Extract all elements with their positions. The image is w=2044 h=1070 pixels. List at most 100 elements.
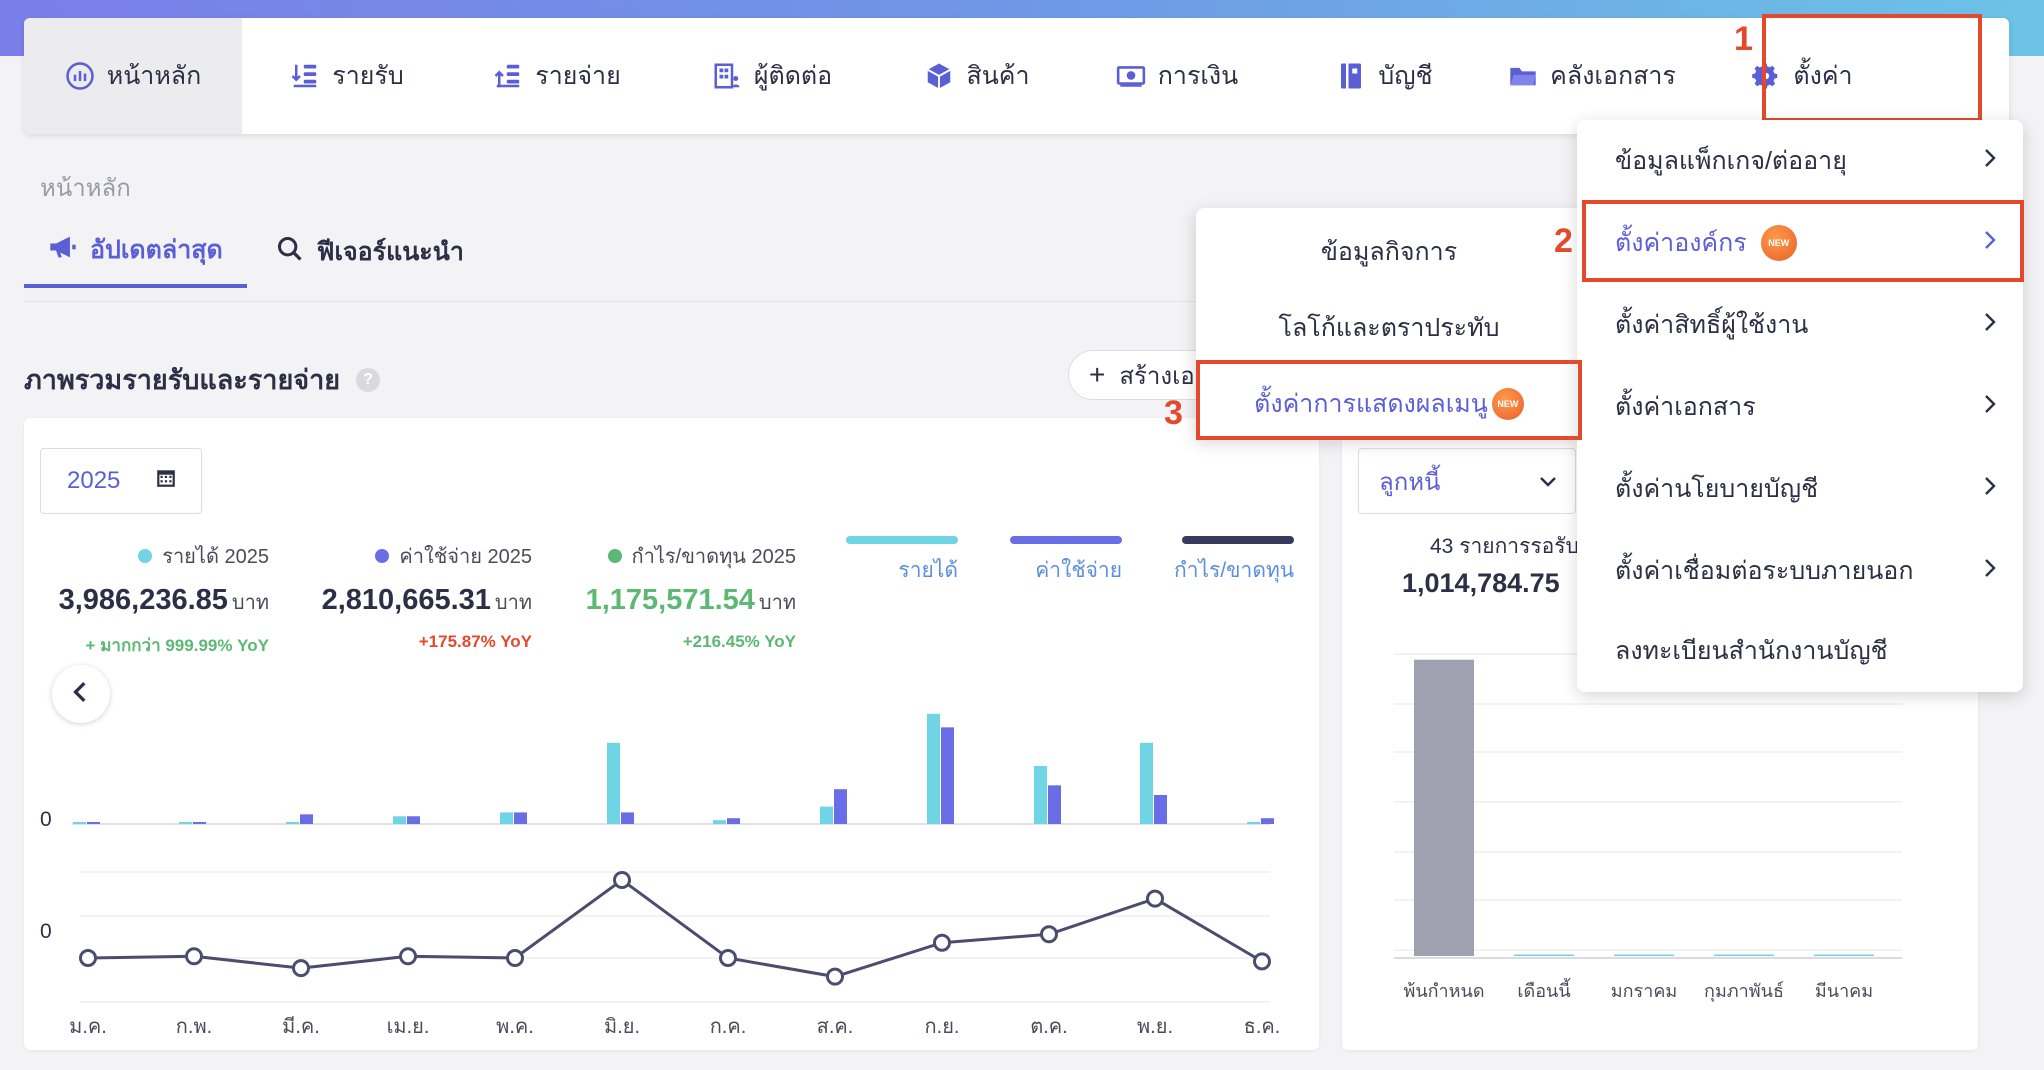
help-icon[interactable]: ? <box>356 367 381 392</box>
expense-bar[interactable] <box>621 812 634 824</box>
profit-point[interactable] <box>826 967 844 986</box>
receivable-bar[interactable] <box>1414 659 1474 956</box>
legend-profit-swatch <box>1182 536 1295 544</box>
month-label: ธ.ค. <box>1243 1016 1281 1038</box>
expense-bar[interactable] <box>87 822 100 824</box>
nav-finance-label: การเงิน <box>1157 62 1239 90</box>
expense-bar[interactable] <box>1261 818 1274 824</box>
nav-settings-label: ตั้งค่า <box>1793 62 1853 90</box>
expense-bar[interactable] <box>514 812 527 824</box>
income-bar[interactable] <box>1034 766 1047 824</box>
legend-income[interactable]: รายได้ <box>846 536 958 587</box>
year-picker[interactable]: 2025 <box>40 448 202 514</box>
profit-point[interactable] <box>933 933 951 952</box>
expense-bar[interactable] <box>193 822 206 824</box>
tab-latest-updates[interactable]: อัปเดตล่าสุด <box>24 230 247 288</box>
receivable-amount: 1,014,784.75 <box>1402 568 1560 598</box>
receivable-count: 43 รายการรอรับ <box>1430 535 1579 558</box>
step-number-2: 2 <box>1554 222 1573 260</box>
expense-bar[interactable] <box>407 816 420 824</box>
chevron-right-icon <box>1983 229 1997 258</box>
income-bar[interactable] <box>1247 822 1260 824</box>
nav-contacts[interactable]: ผู้ติดต่อ <box>662 18 882 134</box>
section-title-text: ภาพรวมรายรับและรายจ่าย <box>24 365 341 395</box>
income-bar[interactable] <box>1140 742 1153 824</box>
submenu-menu-display[interactable]: ตั้งค่าการแสดงผลเมนู NEW <box>1196 366 1582 442</box>
income-bar[interactable] <box>607 742 620 824</box>
highlight-box-org-settings <box>1582 200 2024 282</box>
nav-documents[interactable]: คลังเอกสาร <box>1487 18 1697 134</box>
expense-bar[interactable] <box>1048 785 1061 824</box>
menu-register-accounting-office-label: ลงทะเบียนสำนักงานบัญชี <box>1615 637 1888 665</box>
profit-point[interactable] <box>79 949 97 967</box>
legend-expense[interactable]: ค่าใช้จ่าย <box>1010 536 1122 587</box>
chevron-right-icon <box>1983 393 1997 422</box>
profit-point[interactable] <box>1040 925 1058 944</box>
legend-expense-label: ค่าใช้จ่าย <box>1035 559 1122 582</box>
nav-expense[interactable]: รายจ่าย <box>452 18 662 134</box>
expense-bar[interactable] <box>727 818 740 824</box>
profit-point[interactable] <box>719 949 737 967</box>
expense-icon <box>493 61 523 91</box>
menu-document-settings[interactable]: ตั้งค่าเอกสาร <box>1577 366 2023 448</box>
income-bar[interactable] <box>286 822 299 824</box>
menu-integrations-label: ตั้งค่าเชื่อมต่อระบบภายนอก <box>1615 557 1914 585</box>
expense-bar[interactable] <box>1154 795 1167 824</box>
nav-products[interactable]: สินค้า <box>882 18 1072 134</box>
income-expense-chart <box>72 713 1274 1003</box>
nav-income[interactable]: รายรับ <box>242 18 452 134</box>
menu-package-info[interactable]: ข้อมูลแพ็กเกจ/ต่ออายุ <box>1577 120 2023 202</box>
income-bar[interactable] <box>393 816 406 824</box>
menu-user-permissions[interactable]: ตั้งค่าสิทธิ์ผู้ใช้งาน <box>1577 284 2023 366</box>
income-bar[interactable] <box>820 806 833 824</box>
income-bar[interactable] <box>927 713 940 824</box>
breadcrumb: หน้าหลัก <box>40 175 131 202</box>
profit-point[interactable] <box>185 947 203 966</box>
profit-point[interactable] <box>1146 889 1164 908</box>
receivable-bar[interactable] <box>1714 954 1774 957</box>
receivable-bar[interactable] <box>1514 954 1574 957</box>
stat-income-value: 3,986,236.85 <box>58 584 228 616</box>
chart-prev-button[interactable] <box>52 665 110 723</box>
menu-integrations[interactable]: ตั้งค่าเชื่อมต่อระบบภายนอก <box>1577 530 2023 612</box>
chevron-right-icon <box>1983 311 1997 340</box>
menu-register-accounting-office[interactable]: ลงทะเบียนสำนักงานบัญชี <box>1577 610 2023 692</box>
stat-expense-yoy: +175.87% YoY <box>418 632 532 651</box>
income-bar[interactable] <box>713 820 726 824</box>
receivable-period-label: มกราคม <box>1610 981 1678 1001</box>
top-navigation: หน้าหลัก รายรับ รายจ่าย ผู้ติดต่อ สินค้า… <box>24 18 2009 134</box>
tab-recommended-features[interactable]: ฟีเจอร์แนะนำ <box>275 230 464 288</box>
expense-bar[interactable] <box>300 814 313 824</box>
income-bar[interactable] <box>500 812 513 824</box>
income-bar[interactable] <box>73 822 86 824</box>
receivable-bar[interactable] <box>1614 954 1674 957</box>
receivable-bar[interactable] <box>1814 954 1874 957</box>
profit-point[interactable] <box>292 959 310 978</box>
nav-finance[interactable]: การเงิน <box>1072 18 1282 134</box>
folder-icon <box>1508 61 1538 91</box>
legend-profit[interactable]: กำไร/ขาดทุน <box>1174 536 1295 587</box>
expense-bar[interactable] <box>834 789 847 824</box>
profit-point[interactable] <box>506 949 524 967</box>
profit-point[interactable] <box>399 947 417 966</box>
income-bar[interactable] <box>179 822 192 824</box>
menu-accounting-policy[interactable]: ตั้งค่านโยบายบัญชี <box>1577 448 2023 530</box>
nav-dashboard-label: หน้าหลัก <box>106 62 202 90</box>
receivable-type-select[interactable]: ลูกหนี้ <box>1358 448 1576 514</box>
stat-profit-label: กำไร/ขาดทุน 2025 <box>631 546 797 568</box>
profit-point[interactable] <box>613 871 631 889</box>
month-label: พ.ค. <box>496 1016 534 1038</box>
submenu-business-info[interactable]: ข้อมูลกิจการ <box>1196 214 1582 290</box>
profit-point[interactable] <box>1253 952 1271 971</box>
menu-org-settings-label: ตั้งค่าองค์กร <box>1615 229 1747 257</box>
nav-accounting[interactable]: บัญชี <box>1282 18 1487 134</box>
nav-dashboard[interactable]: หน้าหลัก <box>24 18 242 134</box>
submenu-logo-stamp[interactable]: โลโก้และตราประทับ <box>1196 290 1582 366</box>
month-label: ส.ค. <box>816 1016 854 1038</box>
chevron-left-icon <box>70 681 92 708</box>
expense-bar[interactable] <box>941 727 954 824</box>
calendar-icon <box>155 467 177 496</box>
search-icon <box>275 235 305 270</box>
stat-profit-value: 1,175,571.54 <box>585 584 755 616</box>
menu-org-settings[interactable]: ตั้งค่าองค์กร NEW <box>1577 202 2023 284</box>
